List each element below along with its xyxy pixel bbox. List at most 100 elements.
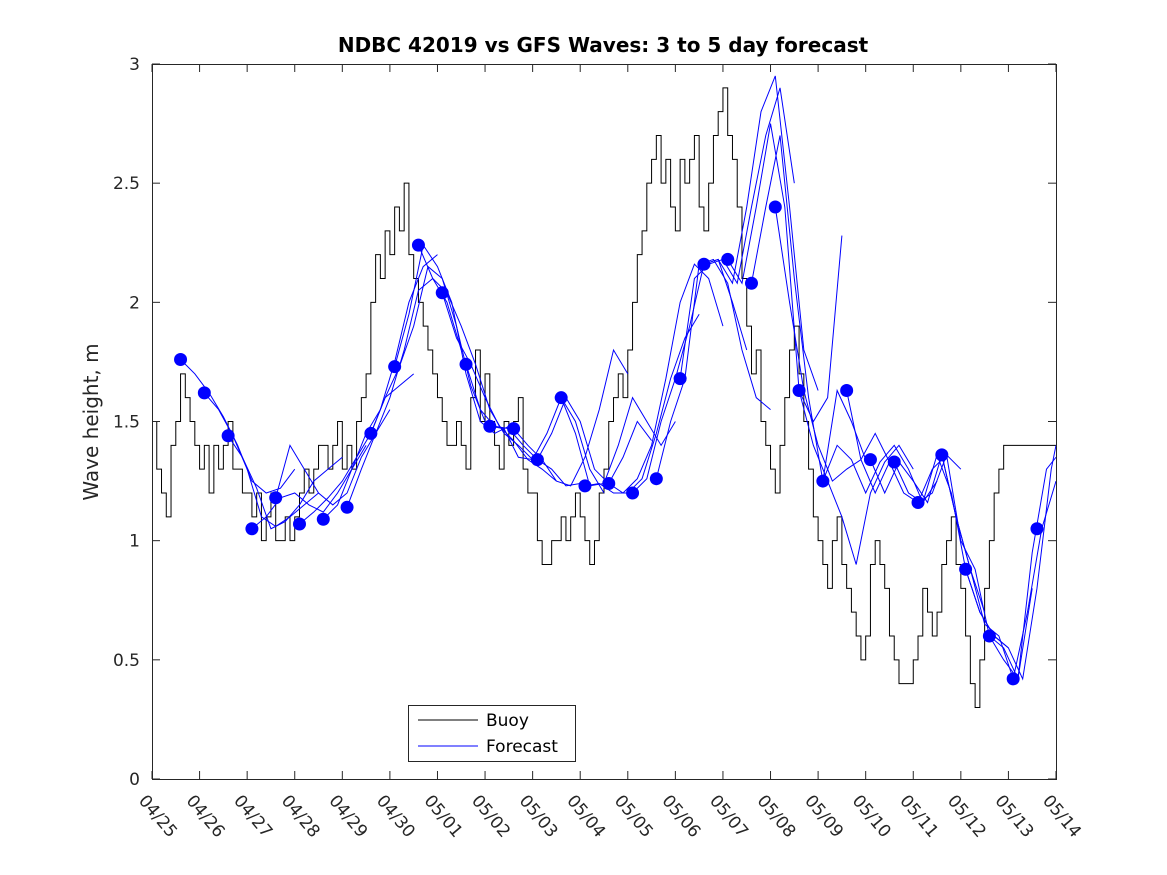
tick-layer: 0 0.5 1 1.5 2 2.5 3 04/25 04/26 04/27 04/28 04/29 04… bbox=[113, 55, 1085, 842]
forecast-line bbox=[227, 435, 343, 530]
forecast-marker bbox=[435, 286, 449, 300]
y-tick-label: 1.5 bbox=[113, 413, 140, 433]
x-tick-label: 04/29 bbox=[324, 791, 371, 841]
x-tick-label: 05/06 bbox=[658, 791, 705, 841]
forecast-marker bbox=[269, 491, 283, 505]
series-layer bbox=[152, 75, 1056, 708]
forecast-marker bbox=[174, 353, 188, 367]
y-tick-label: 2.5 bbox=[113, 174, 140, 194]
y-tick-label: 1 bbox=[129, 532, 140, 552]
x-tick-label: 05/14 bbox=[1038, 791, 1085, 841]
x-tick-label: 05/08 bbox=[753, 791, 800, 841]
forecast-marker bbox=[697, 257, 711, 271]
forecast-marker bbox=[292, 517, 306, 531]
forecast-marker bbox=[744, 276, 758, 290]
y-axis-label: Wave height, m bbox=[79, 343, 103, 500]
forecast-line bbox=[513, 348, 629, 487]
forecast-line bbox=[489, 396, 605, 494]
x-tick-label: 04/30 bbox=[372, 791, 419, 841]
forecast-marker bbox=[411, 238, 425, 252]
forecast-marker bbox=[792, 384, 806, 398]
forecast-line bbox=[180, 359, 296, 494]
plot-frame bbox=[152, 64, 1057, 780]
forecast-line bbox=[560, 396, 676, 487]
marker-layer bbox=[174, 200, 1044, 686]
forecast-line bbox=[965, 445, 1056, 681]
forecast-line bbox=[822, 444, 938, 504]
forecast-line bbox=[584, 313, 700, 494]
forecast-marker bbox=[1006, 672, 1020, 686]
legend: Buoy Forecast bbox=[408, 705, 576, 762]
forecast-line bbox=[703, 75, 819, 391]
forecast-line bbox=[774, 206, 890, 482]
forecast-line bbox=[275, 409, 391, 506]
chart-title: NDBC 42019 vs GFS Waves: 3 to 5 day fore… bbox=[338, 33, 869, 57]
forecast-marker bbox=[530, 453, 544, 467]
x-tick-label: 04/28 bbox=[277, 791, 324, 841]
legend-buoy-label: Buoy bbox=[486, 711, 529, 731]
x-tick-label: 05/09 bbox=[800, 791, 847, 841]
forecast-marker bbox=[673, 372, 687, 386]
x-tick-label: 04/27 bbox=[229, 791, 276, 841]
x-tick-label: 05/07 bbox=[705, 791, 752, 841]
x-tick-label: 05/02 bbox=[467, 791, 514, 841]
y-tick-label: 3 bbox=[129, 55, 140, 75]
forecast-line bbox=[679, 87, 795, 379]
forecast-marker bbox=[887, 455, 901, 469]
y-tick-label: 2 bbox=[129, 293, 140, 313]
x-tick-label: 05/04 bbox=[562, 791, 609, 841]
forecast-marker bbox=[721, 252, 735, 266]
legend-box bbox=[408, 705, 576, 762]
forecast-marker bbox=[221, 429, 235, 443]
legend-forecast-label: Forecast bbox=[486, 737, 558, 757]
forecast-marker bbox=[364, 426, 378, 440]
x-tick-label: 05/01 bbox=[420, 791, 467, 841]
forecast-marker bbox=[649, 472, 663, 486]
forecast-line bbox=[798, 390, 914, 565]
x-tick-label: 05/05 bbox=[610, 791, 657, 841]
x-tick-label: 05/13 bbox=[991, 791, 1038, 841]
buoy-line bbox=[152, 87, 1056, 708]
x-tick-label: 04/26 bbox=[182, 791, 229, 841]
forecast-marker bbox=[840, 384, 854, 398]
forecast-line bbox=[727, 123, 843, 423]
forecast-marker bbox=[578, 479, 592, 493]
forecast-marker bbox=[316, 512, 330, 526]
forecast-line bbox=[203, 392, 319, 527]
forecast-marker bbox=[911, 496, 925, 510]
forecast-line bbox=[988, 456, 1056, 681]
forecast-line bbox=[251, 445, 367, 530]
forecast-line bbox=[322, 254, 438, 520]
y-tick-label: 0 bbox=[129, 770, 140, 790]
forecast-line bbox=[846, 390, 962, 504]
forecast-marker bbox=[816, 474, 830, 488]
forecast-line bbox=[917, 453, 1033, 681]
forecast-marker bbox=[340, 500, 354, 514]
forecast-marker bbox=[626, 486, 640, 500]
forecast-line bbox=[632, 258, 748, 494]
forecast-marker bbox=[507, 422, 521, 436]
forecast-marker bbox=[768, 200, 782, 214]
forecast-marker bbox=[245, 522, 259, 536]
forecast-marker bbox=[935, 448, 949, 462]
forecast-line bbox=[394, 243, 510, 435]
forecast-marker bbox=[602, 476, 616, 490]
forecast-line bbox=[346, 277, 462, 508]
forecast-marker bbox=[197, 386, 211, 400]
forecast-line bbox=[608, 263, 724, 494]
x-tick-label: 05/03 bbox=[515, 791, 562, 841]
forecast-line bbox=[941, 454, 1056, 681]
forecast-line bbox=[536, 396, 652, 485]
forecast-line bbox=[655, 258, 771, 479]
y-tick-label: 0.5 bbox=[113, 651, 140, 671]
x-tick-label: 05/12 bbox=[943, 791, 990, 841]
forecast-marker bbox=[554, 391, 568, 405]
forecast-marker bbox=[959, 562, 973, 576]
forecast-line bbox=[751, 135, 867, 482]
x-tick-label: 05/11 bbox=[895, 791, 942, 841]
x-tick-label: 04/25 bbox=[134, 791, 181, 841]
forecast-marker bbox=[1030, 522, 1044, 536]
forecast-marker bbox=[863, 453, 877, 467]
forecast-marker bbox=[459, 357, 473, 371]
forecast-marker bbox=[483, 419, 497, 433]
